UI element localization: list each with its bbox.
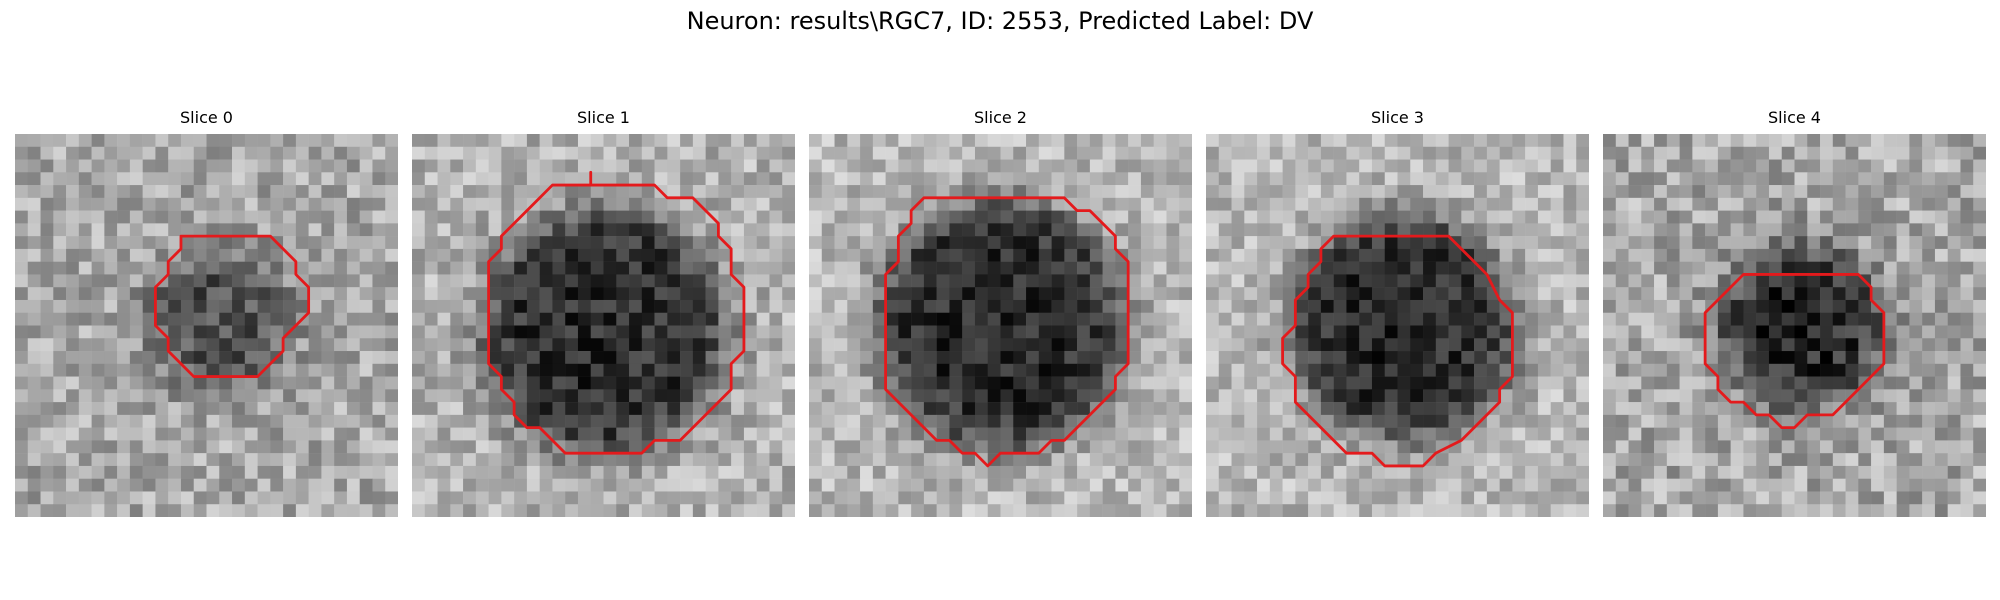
figure-title: Neuron: results\RGC7, ID: 2553, Predicte… — [0, 6, 2000, 36]
slice-canvas-3 — [1206, 134, 1589, 517]
slice-image-4 — [1603, 134, 1986, 517]
slice-canvas-0 — [15, 134, 398, 517]
slice-panel-1: Slice 1 — [412, 108, 795, 517]
slice-image-1 — [412, 134, 795, 517]
pixel-grid-0 — [15, 134, 398, 517]
slice-canvas-2 — [809, 134, 1192, 517]
slice-image-3 — [1206, 134, 1589, 517]
slice-title-3: Slice 3 — [1206, 108, 1589, 128]
slice-panel-2: Slice 2 — [809, 108, 1192, 517]
slice-canvas-1 — [412, 134, 795, 517]
slice-title-1: Slice 1 — [412, 108, 795, 128]
slice-image-0 — [15, 134, 398, 517]
slice-canvas-4 — [1603, 134, 1986, 517]
slice-panel-4: Slice 4 — [1603, 108, 1986, 517]
slice-title-4: Slice 4 — [1603, 108, 1986, 128]
pixel-grid-4 — [1603, 134, 1986, 517]
pixel-grid-2 — [809, 134, 1192, 517]
pixel-grid-3 — [1206, 134, 1589, 517]
slice-title-2: Slice 2 — [809, 108, 1192, 128]
pixel-grid-1 — [412, 134, 795, 517]
slice-panel-3: Slice 3 — [1206, 108, 1589, 517]
slice-panel-0: Slice 0 — [15, 108, 398, 517]
slice-image-2 — [809, 134, 1192, 517]
slice-title-0: Slice 0 — [15, 108, 398, 128]
